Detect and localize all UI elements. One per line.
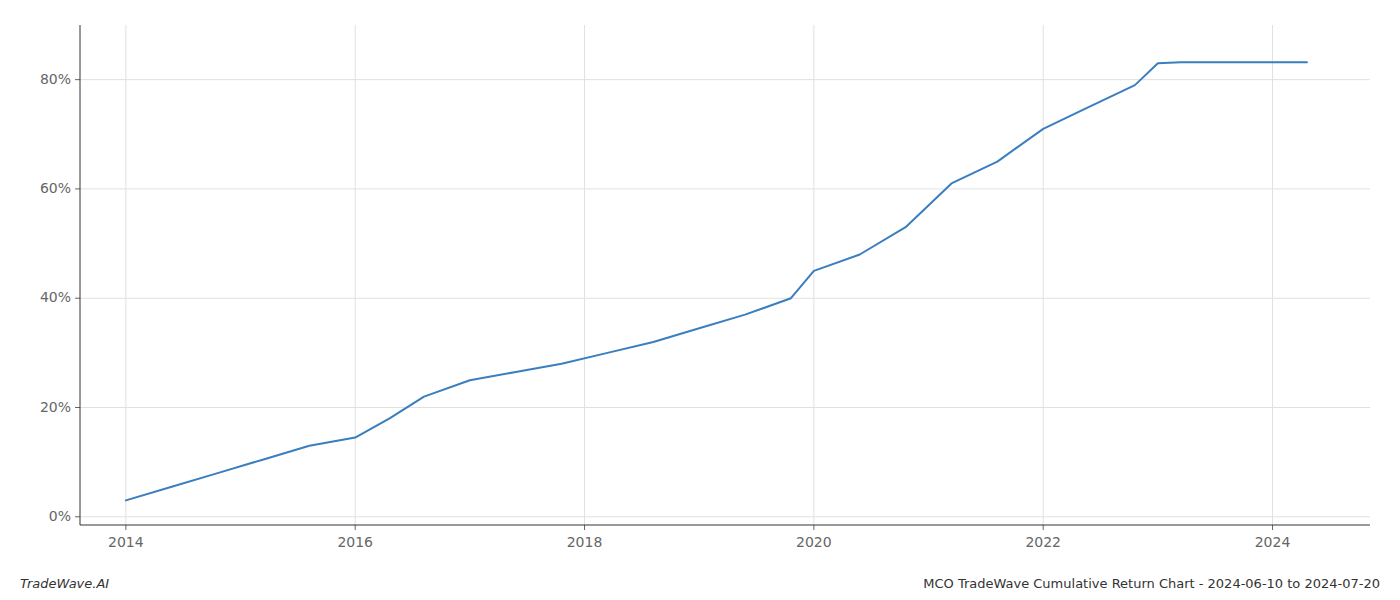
- x-tick-label: 2020: [796, 534, 832, 550]
- x-axis-line: [80, 525, 1370, 526]
- axes: 0% 20% 40% 60% 80% 2014 2016 2018 2020 2022 2024: [40, 25, 1370, 550]
- grid-line-y: [80, 79, 1370, 80]
- y-tick: [75, 79, 80, 80]
- y-axis-line: [80, 25, 81, 525]
- grid-line-x: [1272, 25, 1273, 525]
- grid-line-x: [813, 25, 814, 525]
- chart: 0% 20% 40% 60% 80% 2014 2016 2018 2020 2022 2024 Tr…: [0, 0, 1400, 600]
- grid-line-x: [125, 25, 126, 525]
- grid-line-x: [355, 25, 356, 525]
- x-tick-label: 2014: [108, 534, 144, 550]
- y-tick-label: 40%: [40, 289, 71, 305]
- x-tick-label: 2024: [1255, 534, 1291, 550]
- grid-line-y: [80, 188, 1370, 189]
- grid: [80, 25, 1370, 525]
- plot-area: [126, 62, 1307, 500]
- grid-line-x: [1043, 25, 1044, 525]
- x-tick: [355, 525, 356, 530]
- y-tick: [75, 516, 80, 517]
- y-tick-label: 60%: [40, 180, 71, 196]
- page: {"chart_data": {"type": "line", "x": [20…: [0, 0, 1400, 600]
- grid-line-y: [80, 298, 1370, 299]
- x-tick: [125, 525, 126, 530]
- grid-line-y: [80, 516, 1370, 517]
- grid-line-y: [80, 407, 1370, 408]
- x-tick: [813, 525, 814, 530]
- x-tick: [1272, 525, 1273, 530]
- y-tick-label: 20%: [40, 399, 71, 415]
- grid-line-x: [584, 25, 585, 525]
- y-tick-label: 80%: [40, 71, 71, 87]
- y-tick: [75, 188, 80, 189]
- x-tick-label: 2016: [337, 534, 373, 550]
- footer-right: MCO TradeWave Cumulative Return Chart - …: [923, 576, 1380, 591]
- x-tick-label: 2018: [567, 534, 603, 550]
- x-tick: [584, 525, 585, 530]
- x-tick: [1043, 525, 1044, 530]
- footer-left: TradeWave.AI: [20, 576, 109, 591]
- y-tick: [75, 298, 80, 299]
- y-tick-label: 0%: [49, 508, 71, 524]
- x-tick-label: 2022: [1025, 534, 1061, 550]
- y-tick: [75, 407, 80, 408]
- data-line: [126, 62, 1307, 500]
